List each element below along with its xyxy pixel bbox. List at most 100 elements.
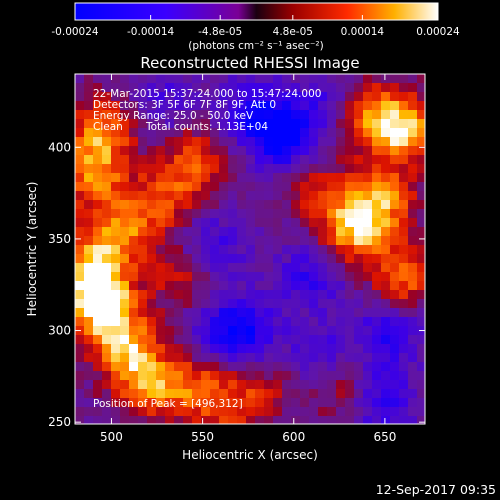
heatmap-cell [264, 137, 274, 147]
heatmap-cell [273, 398, 283, 408]
heatmap-cell [282, 92, 292, 102]
heatmap-cell [237, 326, 247, 336]
heatmap-cell [120, 119, 130, 129]
heatmap-cell [102, 218, 112, 228]
heatmap-cell [174, 380, 184, 390]
heatmap-cell [255, 227, 265, 237]
heatmap-cell [165, 173, 175, 183]
heatmap-cell [363, 137, 373, 147]
heatmap-cell [156, 335, 166, 345]
heatmap-cell [381, 182, 391, 192]
heatmap-cell [201, 110, 211, 120]
heatmap-cell [282, 191, 292, 201]
heatmap-cell [129, 209, 139, 219]
heatmap-cell [228, 416, 238, 424]
heatmap-cell [120, 380, 130, 390]
heatmap-cell [192, 362, 202, 372]
heatmap-cell [381, 254, 391, 264]
heatmap-cell [363, 290, 373, 300]
heatmap-cell [93, 146, 103, 156]
heatmap-cell [336, 92, 346, 102]
heatmap-cell [363, 74, 373, 84]
heatmap-cell [255, 137, 265, 147]
heatmap-cell [354, 398, 364, 408]
heatmap-cell [192, 416, 202, 424]
heatmap-cell [282, 362, 292, 372]
heatmap-cell [174, 335, 184, 345]
heatmap-cell [138, 308, 148, 318]
heatmap-cell [264, 74, 274, 84]
heatmap-cell [147, 263, 157, 273]
heatmap-cell [318, 389, 328, 399]
heatmap-cell [102, 110, 112, 120]
heatmap-cell [147, 110, 157, 120]
heatmap-cell [291, 254, 301, 264]
heatmap-cell [210, 353, 220, 363]
heatmap-cell [84, 173, 94, 183]
heatmap-cell [129, 389, 139, 399]
heatmap-cell [417, 335, 425, 345]
heatmap-cell [372, 335, 382, 345]
heatmap-cells [75, 74, 425, 424]
heatmap-cell [345, 83, 355, 93]
heatmap-cell [147, 128, 157, 138]
heatmap-cell [291, 74, 301, 84]
heatmap-cell [390, 407, 400, 417]
heatmap-cell [147, 344, 157, 354]
heatmap-cell [372, 326, 382, 336]
heatmap-cell [111, 209, 121, 219]
heatmap-cell [390, 416, 400, 424]
heatmap-cell [318, 335, 328, 345]
heatmap-cell [147, 371, 157, 381]
heatmap-cell [183, 308, 193, 318]
heatmap-cell [372, 119, 382, 129]
heatmap-cell [372, 101, 382, 111]
heatmap-cell [408, 245, 418, 255]
heatmap-cell [381, 110, 391, 120]
heatmap-cell [363, 164, 373, 174]
heatmap-cell [345, 254, 355, 264]
heatmap-cell [111, 290, 121, 300]
heatmap-cell [102, 137, 112, 147]
heatmap-cell [75, 119, 85, 129]
heatmap-cell [219, 191, 229, 201]
heatmap-cell [102, 326, 112, 336]
heatmap-cell [147, 290, 157, 300]
heatmap-cell [192, 83, 202, 93]
heatmap-cell [174, 245, 184, 255]
heatmap-cell [327, 380, 337, 390]
heatmap-cell [354, 101, 364, 111]
heatmap-cell [165, 344, 175, 354]
heatmap-cell [111, 182, 121, 192]
heatmap-cell [318, 146, 328, 156]
heatmap-cell [120, 335, 130, 345]
heatmap-cell [282, 74, 292, 84]
heatmap-cell [156, 254, 166, 264]
heatmap-cell [381, 290, 391, 300]
heatmap-cell [75, 407, 85, 417]
heatmap-cell [399, 353, 409, 363]
heatmap-cell [102, 407, 112, 417]
heatmap-cell [210, 299, 220, 309]
heatmap-cell [111, 173, 121, 183]
heatmap-cell [84, 236, 94, 246]
heatmap-cell [354, 272, 364, 282]
heatmap-cell [237, 380, 247, 390]
heatmap-cell [84, 326, 94, 336]
heatmap-cell [327, 344, 337, 354]
heatmap-cell [138, 164, 148, 174]
heatmap-cell [201, 335, 211, 345]
heatmap-cell [336, 119, 346, 129]
heatmap-cell [336, 209, 346, 219]
heatmap-cell [219, 227, 229, 237]
heatmap-cell [408, 317, 418, 327]
heatmap-cell [372, 353, 382, 363]
heatmap-cell [192, 254, 202, 264]
heatmap-cell [147, 299, 157, 309]
heatmap-cell [363, 398, 373, 408]
heatmap-cell [183, 164, 193, 174]
heatmap-cell [93, 416, 103, 424]
heatmap-cell [192, 407, 202, 417]
heatmap-cell [129, 146, 139, 156]
heatmap-cell [246, 344, 256, 354]
